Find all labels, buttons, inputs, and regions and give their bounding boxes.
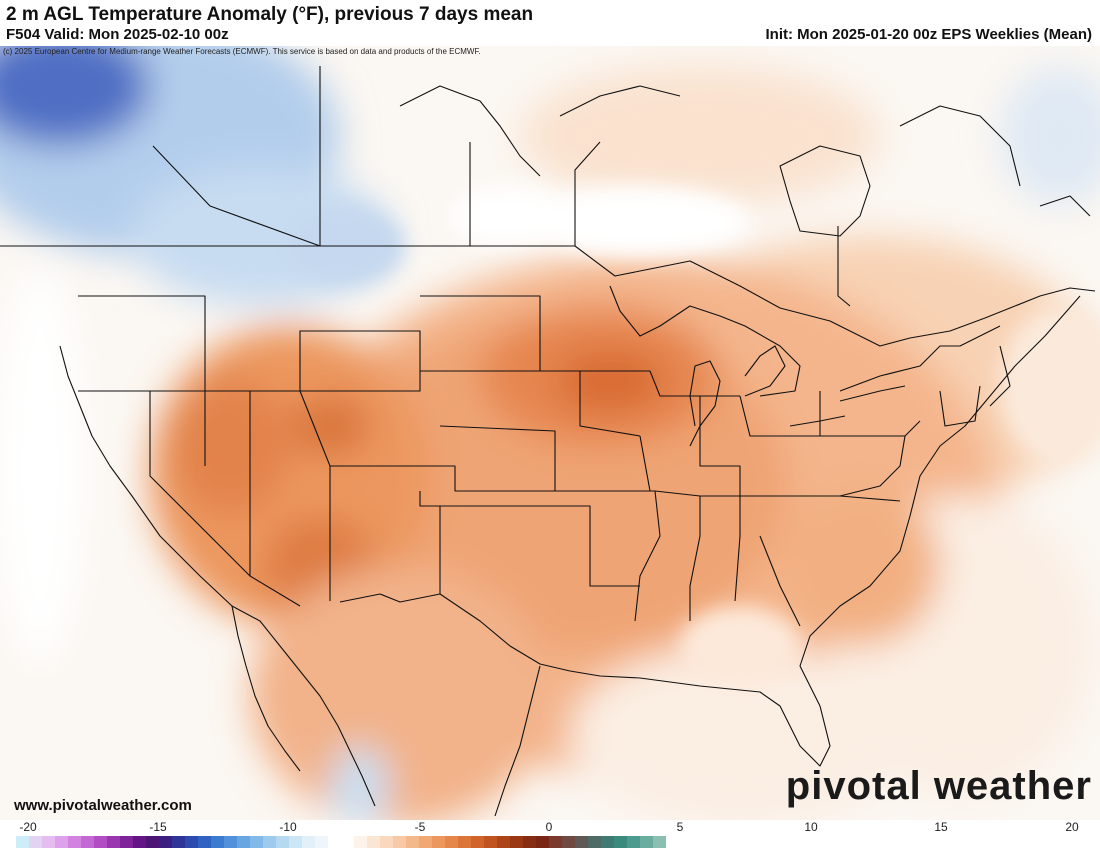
colorbar-swatch <box>29 836 42 848</box>
colorbar-swatch <box>263 836 276 848</box>
colorbar-label: 5 <box>676 820 684 834</box>
chart-header: 2 m AGL Temperature Anomaly (°F), previo… <box>0 0 1100 46</box>
colorbar-label: 20 <box>1065 820 1079 834</box>
colorbar-swatch <box>588 836 601 848</box>
colorbar-strip <box>16 836 666 848</box>
colorbar-swatch <box>133 836 146 848</box>
colorbar-label: -5 <box>414 820 426 834</box>
colorbar-label: 10 <box>804 820 818 834</box>
colorbar-swatch <box>653 836 666 848</box>
init-time: Init: Mon 2025-01-20 00z EPS Weeklies (M… <box>765 26 1092 43</box>
copyright-notice: (c) 2025 European Centre for Medium-rang… <box>3 47 481 56</box>
colorbar-swatch <box>341 836 354 848</box>
colorbar-swatch <box>458 836 471 848</box>
colorbar-swatch <box>16 836 29 848</box>
colorbar-swatch <box>224 836 237 848</box>
colorbar-label: -20 <box>19 820 37 834</box>
colorbar-swatch <box>55 836 68 848</box>
colorbar-swatch <box>107 836 120 848</box>
colorbar-swatch <box>159 836 172 848</box>
colorbar-swatch <box>315 836 328 848</box>
brand-logo: pivotal weather <box>785 764 1092 808</box>
colorbar-swatch <box>562 836 575 848</box>
colorbar-swatch <box>445 836 458 848</box>
colorbar-swatch <box>536 836 549 848</box>
colorbar-swatch <box>172 836 185 848</box>
colorbar-swatch <box>276 836 289 848</box>
colorbar-swatch <box>94 836 107 848</box>
colorbar-swatch <box>328 836 341 848</box>
colorbar-swatch <box>380 836 393 848</box>
colorbar-swatch <box>198 836 211 848</box>
colorbar-swatch <box>484 836 497 848</box>
colorbar-swatch <box>523 836 536 848</box>
colorbar-swatch <box>302 836 315 848</box>
colorbar-legend: -20 -15 -10 -5 0 5 10 15 20 <box>0 820 1100 850</box>
colorbar-swatch <box>68 836 81 848</box>
colorbar-swatch <box>81 836 94 848</box>
colorbar-label: -10 <box>279 820 297 834</box>
colorbar-swatch <box>406 836 419 848</box>
colorbar-swatch <box>510 836 523 848</box>
colorbar-swatch <box>42 836 55 848</box>
colorbar-swatch <box>211 836 224 848</box>
colorbar-swatch <box>497 836 510 848</box>
colorbar-swatch <box>237 836 250 848</box>
colorbar-swatch <box>185 836 198 848</box>
valid-time: F504 Valid: Mon 2025-02-10 00z <box>6 26 229 43</box>
colorbar-swatch <box>627 836 640 848</box>
anomaly-field <box>0 46 1100 820</box>
colorbar-swatch <box>471 836 484 848</box>
colorbar-swatch <box>367 836 380 848</box>
anomaly-detail <box>285 186 1100 686</box>
colorbar-swatch <box>289 836 302 848</box>
website-link[interactable]: www.pivotalweather.com <box>14 797 192 814</box>
colorbar-swatch <box>393 836 406 848</box>
colorbar-labels: -20 -15 -10 -5 0 5 10 15 20 <box>0 820 1100 834</box>
colorbar-swatch <box>549 836 562 848</box>
colorbar-label: -15 <box>149 820 167 834</box>
colorbar-swatch <box>250 836 263 848</box>
colorbar-swatch <box>419 836 432 848</box>
colorbar-swatch <box>575 836 588 848</box>
map-canvas <box>0 46 1100 820</box>
colorbar-swatch <box>146 836 159 848</box>
colorbar-swatch <box>354 836 367 848</box>
colorbar-swatch <box>640 836 653 848</box>
colorbar-swatch <box>601 836 614 848</box>
anomaly-map <box>0 46 1100 820</box>
boundary-lines <box>0 66 1096 817</box>
page-title: 2 m AGL Temperature Anomaly (°F), previo… <box>6 4 534 25</box>
colorbar-swatch <box>120 836 133 848</box>
colorbar-label: 15 <box>934 820 948 834</box>
colorbar-label: 0 <box>545 820 553 834</box>
colorbar-swatch <box>614 836 627 848</box>
colorbar-swatch <box>432 836 445 848</box>
